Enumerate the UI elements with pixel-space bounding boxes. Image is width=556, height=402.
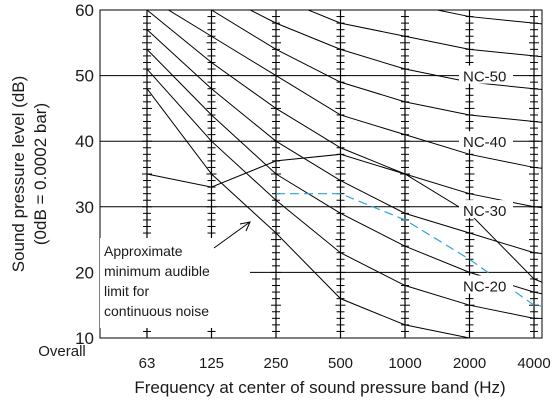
nc-curve-line: [212, 0, 556, 3]
nc-curve-line: [146, 10, 542, 209]
x-tick-label: 500: [328, 355, 353, 372]
nc-curve-line: [146, 88, 475, 338]
curve-label-bg: [459, 200, 513, 219]
plot-frame: [99, 9, 543, 339]
nc-curve-line: [306, 10, 542, 58]
nc-curve-line: [146, 29, 542, 255]
band-marker: [529, 9, 539, 339]
measured-spectrum-line: [146, 153, 542, 283]
y-tick-label: 40: [75, 132, 94, 151]
nc-curve-line: [434, 10, 542, 25]
annotation-arrow: [213, 221, 251, 249]
chart-text: Sound pressure level (dB) (0dB = 0.0002 …: [9, 65, 551, 397]
curve-label-bg: [459, 275, 513, 294]
annotation-text: continuous noise: [104, 303, 209, 319]
y-tick-label: 60: [75, 1, 94, 20]
x-axis-title: Frequency at center of sound pressure ba…: [134, 378, 505, 397]
nc-curve-label: NC-30: [463, 203, 506, 220]
nc-curve-label: NC-20: [463, 279, 506, 296]
nc-curve-line: [249, 10, 542, 91]
annotation-text: limit for: [104, 283, 149, 299]
nc-curve-line: [167, 10, 542, 169]
nc-curve-line: [210, 10, 542, 123]
nc-curve-label: NC-50: [463, 69, 506, 86]
nc-curve-line: [146, 68, 542, 319]
nc-curve-label: NC-40: [463, 134, 506, 151]
audibility-limit-line: [276, 193, 542, 307]
annotation-bg: [100, 238, 250, 328]
x-tick-label: 125: [199, 355, 224, 372]
annotation-arrowhead: [239, 221, 251, 232]
x-tick-label: Overall: [38, 343, 86, 360]
x-tick-label: 63: [139, 355, 156, 372]
special-curves: [146, 153, 542, 307]
x-tick-label: 4000: [517, 355, 550, 372]
y-tick-label: 10: [75, 329, 94, 348]
y-tick-label: 20: [75, 263, 94, 282]
y-tick-label: 30: [75, 198, 94, 217]
band-marker: [271, 9, 281, 339]
annotation-text: Approximate: [104, 243, 183, 259]
y-axis-title: Sound pressure level (dB): [9, 76, 28, 273]
curve-label-bg: [459, 65, 513, 84]
x-tick-label: 1000: [388, 355, 421, 372]
band-marker: [335, 9, 346, 339]
grid: 10 20 30 40 50 60: [75, 1, 543, 348]
nc-curves: [146, 0, 556, 338]
annotation-text: minimum audible: [104, 263, 210, 279]
x-tick-label: 250: [263, 355, 288, 372]
curve-label-bg: [459, 131, 513, 150]
nc-curve-line: [146, 49, 542, 295]
y-tick-label: 50: [75, 67, 94, 86]
x-tick-label: 2000: [453, 355, 486, 372]
y-axis-subtitle: (0dB = 0.0002 bar): [31, 103, 50, 245]
